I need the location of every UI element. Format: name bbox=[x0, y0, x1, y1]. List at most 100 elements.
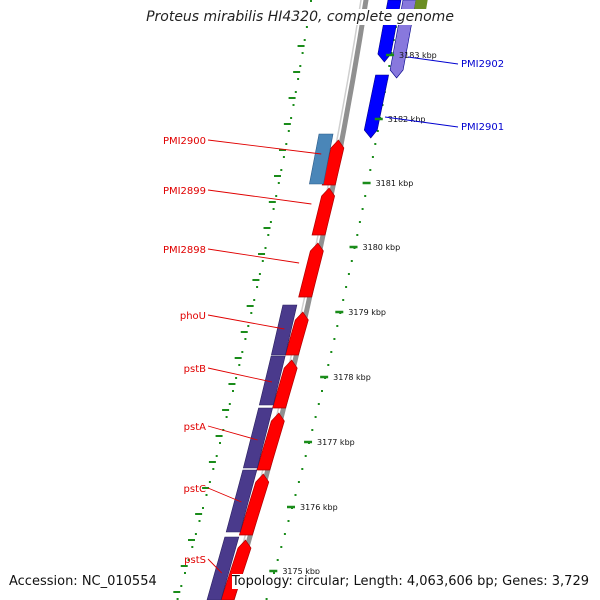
gene-label: PMI2898 bbox=[163, 245, 206, 256]
gene-label-leader bbox=[207, 189, 312, 205]
guide-dot-left bbox=[303, 39, 306, 41]
guide-dot-left bbox=[247, 325, 250, 327]
guide-dot-right bbox=[336, 325, 339, 327]
guide-dot-right bbox=[347, 273, 350, 275]
guide-dot-left bbox=[292, 104, 295, 106]
cds-block-light bbox=[309, 133, 334, 185]
genome-summary-text: Topology: circular; Length: 4,063,606 bp… bbox=[231, 574, 589, 589]
guide-dot-right bbox=[345, 286, 348, 288]
guide-dot-left bbox=[232, 390, 234, 392]
guide-dot-right bbox=[342, 299, 345, 301]
guide-dot-right bbox=[321, 390, 323, 392]
guide-dot-left bbox=[215, 455, 218, 457]
guide-dot-left bbox=[280, 169, 283, 171]
gene-labels: PMI2900 PMI2899 PMI2898 phoU pstB pstA pstC pst… bbox=[163, 56, 504, 574]
scale-tick-label: 3180 kbp bbox=[363, 243, 401, 252]
scale-tick-label: 3178 kbp bbox=[333, 373, 371, 382]
guide-dot-right bbox=[327, 364, 330, 366]
guide-dot-left bbox=[208, 481, 211, 483]
forward-gene-7 bbox=[238, 473, 270, 536]
accession-text: Accession: NC_010554 bbox=[9, 574, 157, 589]
gene-label: PMI2900 bbox=[163, 136, 206, 147]
guide-dot-left bbox=[191, 546, 194, 548]
backbone bbox=[176, 0, 401, 600]
guide-dot-left bbox=[310, 0, 312, 2]
guide-dot-right bbox=[294, 494, 297, 496]
guide-dot-left bbox=[261, 260, 264, 262]
gene-label: pstC bbox=[184, 484, 206, 495]
guide-dot-right bbox=[287, 520, 290, 522]
gene-label-leader bbox=[407, 56, 459, 65]
guide-dot-left bbox=[285, 143, 288, 145]
guide-dot-left bbox=[225, 416, 228, 418]
guide-dot-left bbox=[290, 117, 293, 119]
guide-dot-left bbox=[275, 195, 278, 197]
guide-dot-right bbox=[330, 351, 333, 353]
cds-block-3 bbox=[242, 407, 273, 469]
gene-label: pstS bbox=[184, 555, 206, 566]
gene-label-leader bbox=[384, 116, 459, 128]
guide-dot-right bbox=[301, 468, 304, 470]
scale-tick-label: 3175 kbp bbox=[282, 567, 320, 576]
guide-dot-right bbox=[374, 143, 377, 145]
guide-dot-left bbox=[187, 559, 190, 561]
guide-dot-right bbox=[376, 130, 379, 132]
gene-label-leader bbox=[207, 248, 300, 264]
guide-dot-left bbox=[256, 286, 259, 288]
guide-dot-right bbox=[390, 52, 393, 54]
guide-dot-left bbox=[294, 91, 297, 93]
cds-block-5 bbox=[206, 536, 240, 600]
guide-dot-left bbox=[205, 494, 208, 496]
guide-dot-right bbox=[304, 455, 307, 457]
gene-label: pstA bbox=[184, 422, 206, 433]
scale-tick-label: 3177 kbp bbox=[317, 438, 355, 447]
guide-dot-left bbox=[238, 364, 241, 366]
scale-tick-label: 3176 kbp bbox=[300, 503, 338, 512]
guide-dot-left bbox=[198, 520, 201, 522]
guide-dot-left bbox=[219, 442, 221, 444]
guide-dot-right bbox=[356, 234, 359, 236]
cds-block-1 bbox=[271, 304, 298, 356]
guide-dot-right bbox=[311, 429, 314, 431]
cds-block-2 bbox=[258, 355, 286, 406]
guide-dot-left bbox=[244, 338, 247, 340]
gene-label: pstB bbox=[184, 364, 206, 375]
cds-block-4 bbox=[225, 469, 258, 533]
guide-dot-right bbox=[273, 572, 275, 574]
guide-dot-right bbox=[297, 481, 300, 483]
gene-label-leader bbox=[207, 367, 273, 383]
guide-dot-right bbox=[314, 416, 317, 418]
gene-label-leader bbox=[207, 487, 242, 503]
guide-dot-left bbox=[277, 182, 280, 184]
guide-dot-right bbox=[361, 208, 364, 210]
guide-dot-right bbox=[364, 195, 367, 197]
forward-gene-5 bbox=[272, 359, 298, 409]
guide-dot-left bbox=[264, 247, 267, 249]
forward-gene-8 bbox=[220, 539, 252, 600]
guide-dot-left bbox=[272, 208, 275, 210]
guide-dot-left bbox=[250, 312, 253, 314]
guide-dot-left bbox=[241, 351, 244, 353]
gene-label: PMI2902 bbox=[461, 59, 504, 70]
guide-dot-right bbox=[283, 533, 286, 535]
forward-gene-2 bbox=[311, 187, 335, 236]
gene-label-leader bbox=[207, 314, 285, 330]
guide-dot-right bbox=[276, 559, 279, 561]
guide-dot-left bbox=[301, 52, 304, 54]
scale-tick-label: 3181 kbp bbox=[376, 179, 414, 188]
gene-label: PMI2901 bbox=[461, 122, 504, 133]
forward-gene-6 bbox=[256, 412, 285, 471]
scale-tick-label: 3182 kbp bbox=[388, 115, 426, 124]
guide-dot-right bbox=[317, 403, 320, 405]
guide-dot-right bbox=[265, 598, 268, 600]
guide-dot-right bbox=[358, 221, 361, 223]
forward-gene-3 bbox=[298, 242, 324, 298]
guide-dot-left bbox=[253, 299, 256, 301]
genome-title: Proteus mirabilis HI4320, complete genom… bbox=[146, 9, 454, 25]
gene-label-leader bbox=[207, 425, 258, 441]
guide-dot-left bbox=[228, 403, 231, 405]
guide-dot-left bbox=[267, 234, 270, 236]
scale-ticks: 3175 kbp 3176 kbp 3177 kbp 3178 kbp 3179 kbp… bbox=[173, 19, 437, 593]
guide-dot-left bbox=[176, 598, 179, 600]
